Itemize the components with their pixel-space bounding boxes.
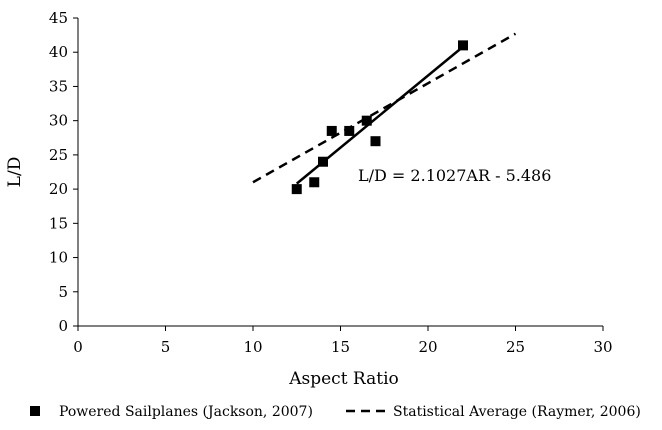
data-point	[291, 184, 302, 195]
y-tick-label: 25	[49, 146, 68, 164]
x-axis-title: Aspect Ratio	[288, 369, 399, 389]
data-point	[458, 40, 468, 51]
legend: Powered Sailplanes (Jackson, 2007) Statis…	[30, 404, 641, 420]
y-tick-label: 45	[49, 9, 68, 27]
data-points	[291, 40, 468, 195]
y-tick-label: 30	[49, 112, 68, 130]
x-tick-label: 15	[331, 338, 350, 356]
y-tick-label: 40	[49, 43, 68, 61]
axes: 0 5 10 15 20 25 30 35 40 45 0 5 10 15 20 25 30	[49, 9, 613, 356]
y-tick-label: 0	[58, 317, 68, 335]
x-tick-label: 20	[418, 338, 437, 356]
data-point	[370, 136, 381, 147]
x-tick-label: 10	[243, 338, 262, 356]
y-tick-label: 20	[49, 180, 68, 198]
data-point	[318, 156, 328, 167]
data-point	[344, 125, 355, 136]
y-axis-title: L/D	[5, 157, 25, 188]
y-tick-label: 15	[49, 214, 68, 232]
x-tick-label: 25	[506, 338, 525, 356]
data-point	[326, 125, 337, 136]
y-tick-label: 35	[49, 77, 68, 95]
y-tick-label: 5	[58, 283, 68, 301]
y-tick-label: 10	[49, 249, 68, 267]
plot-lines	[252, 32, 517, 185]
data-point	[361, 115, 372, 126]
annotations: L/D = 2.1027AR - 5.486	[358, 166, 551, 185]
trendline-equation: L/D = 2.1027AR - 5.486	[358, 166, 551, 185]
x-tick-label: 5	[161, 338, 171, 356]
legend-marker-square	[30, 406, 40, 416]
statistical-average-line	[252, 32, 517, 184]
x-tick-label: 0	[73, 338, 83, 356]
legend-label-statistical-average: Statistical Average (Raymer, 2006)	[393, 404, 641, 420]
legend-label-powered-sailplanes: Powered Sailplanes (Jackson, 2007)	[59, 404, 313, 420]
data-point	[309, 177, 320, 188]
x-tick-label: 30	[593, 338, 612, 356]
